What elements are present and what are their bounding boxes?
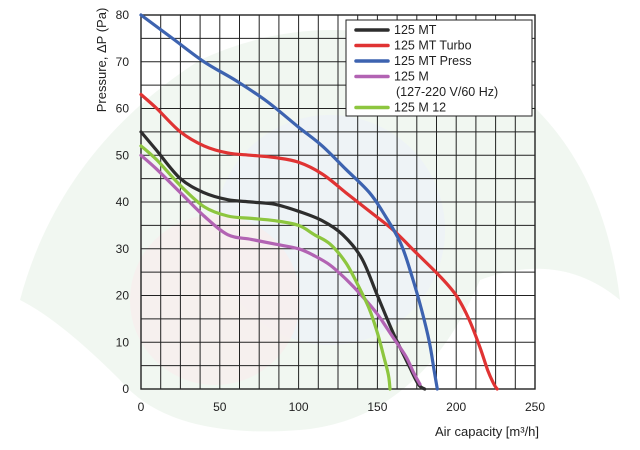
y-tick-label: 50 (116, 148, 130, 162)
plot-frame (140, 14, 536, 390)
x-tick-label: 250 (525, 400, 545, 414)
y-tick-label: 0 (122, 382, 129, 396)
legend-label-125-m-12: 125 M 12 (394, 101, 446, 115)
y-tick-label: 20 (116, 289, 130, 303)
x-tick-label: 100 (289, 400, 309, 414)
legend-label-125-mt-turbo: 125 MT Turbo (394, 39, 472, 53)
y-tick-label: 60 (116, 102, 130, 116)
x-tick-label: 0 (138, 400, 145, 414)
y-tick-label: 10 (116, 335, 130, 349)
legend-label-125-m: 125 M (394, 70, 429, 84)
legend-label-125-mt: 125 MT (394, 23, 437, 37)
x-tick-label: 150 (367, 400, 387, 414)
x-tick-label: 50 (213, 400, 227, 414)
x-tick-label: 200 (446, 400, 466, 414)
y-tick-label: 30 (116, 242, 130, 256)
y-tick-label: 80 (116, 8, 130, 22)
chart-curves (139, 13, 499, 391)
legend-note: (127-220 V/60 Hz) (396, 85, 498, 99)
series-line-125-m-12 (139, 144, 392, 391)
series-line-125-mt-press (139, 13, 439, 391)
y-axis-title: Pressure, ΔP (Pa) (94, 8, 109, 113)
series-line-125-mt-turbo (139, 92, 499, 391)
series-line-125-m (139, 153, 422, 386)
legend-label-125-mt-press: 125 MT Press (394, 54, 472, 68)
y-tick-label: 70 (116, 55, 130, 69)
y-tick-label: 40 (116, 195, 130, 209)
watermark-red-circle (130, 215, 300, 385)
x-axis-title: Air capacity [m³/h] (435, 424, 539, 439)
chart-axes: 0 50 100 150 200 250 0 10 20 30 40 50 60 70 80 (116, 8, 546, 414)
legend-box (345, 19, 533, 117)
